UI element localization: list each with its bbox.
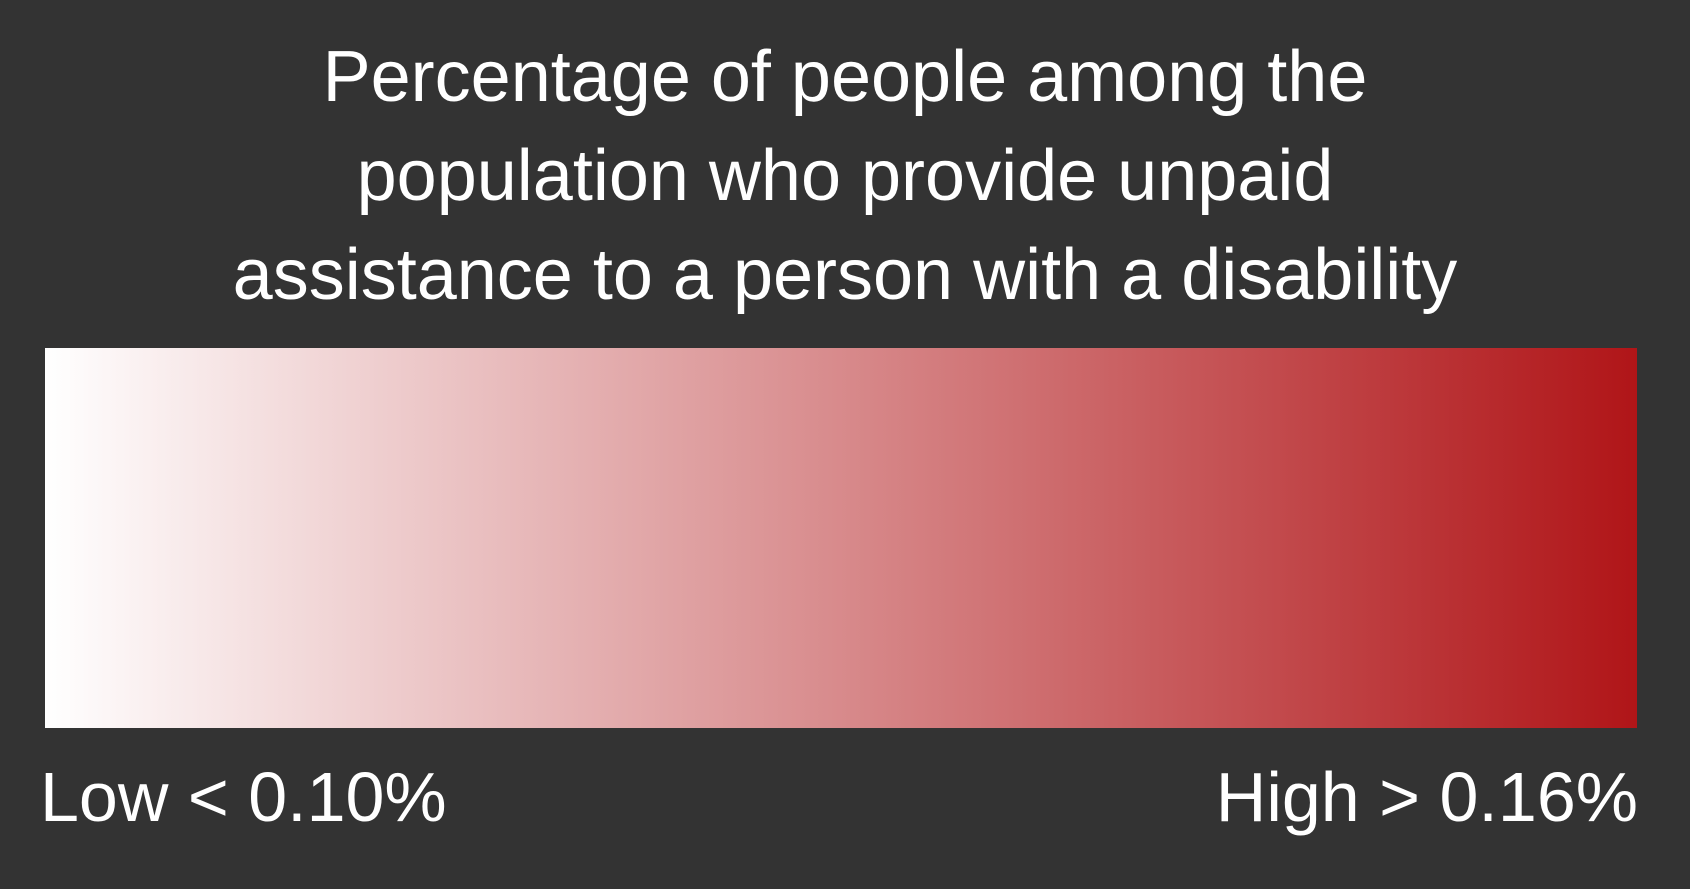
legend-title-line-2: population who provide unpaid [356, 136, 1334, 216]
legend-title-line-1: Percentage of people among the [322, 37, 1368, 117]
color-ramp-bar [45, 348, 1637, 728]
legend-title: Percentage of people among the populatio… [0, 28, 1690, 325]
high-value-label: High > 0.16% [1215, 758, 1638, 836]
low-value-label: Low < 0.10% [40, 758, 447, 836]
legend-title-line-3: assistance to a person with a disability [232, 235, 1458, 315]
color-ramp [45, 348, 1637, 728]
